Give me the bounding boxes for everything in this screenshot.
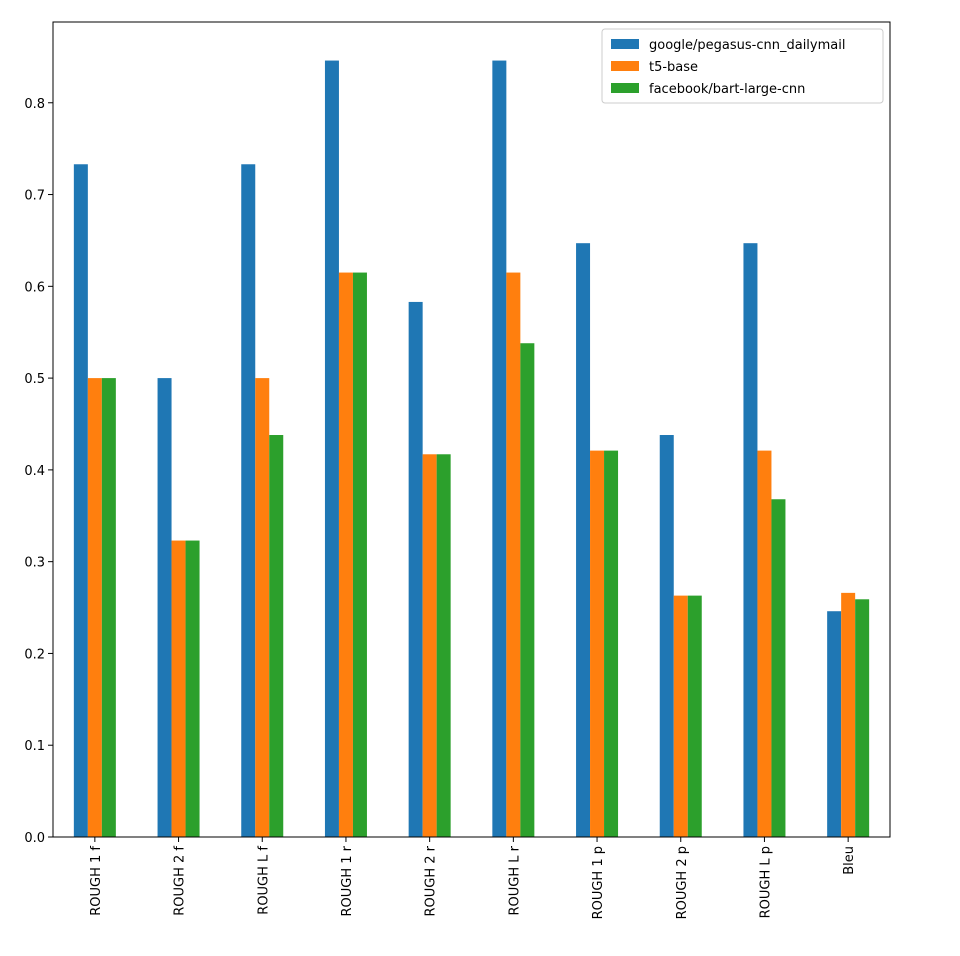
y-tick-label: 0.8 [24,97,45,112]
bar-series1-1 [171,540,186,837]
y-tick-label: 0.7 [24,189,45,204]
x-tick-label: ROUGH 2 p [675,846,690,919]
x-tick-label: ROUGH 2 r [424,845,439,916]
y-tick-label: 0.2 [24,647,45,662]
x-tick-label: ROUGH 2 f [173,846,188,916]
legend-label-0: google/pegasus-cnn_dailymail [649,38,845,53]
bar-series0-1 [157,378,172,837]
bar-series2-4 [436,454,451,837]
bar-series1-7 [673,595,688,837]
bar-series1-5 [506,272,521,837]
x-tick-label: ROUGH L p [758,846,773,918]
bar-series2-5 [520,343,535,837]
bar-series1-4 [422,454,437,837]
bar-series1-9 [841,592,856,837]
bar-series0-5 [492,60,507,838]
bar-series1-6 [590,450,605,837]
bar-series1-0 [87,378,102,837]
plot-frame [52,21,891,838]
legend: google/pegasus-cnn_dailymail t5-base faceb… [601,28,884,104]
y-tick-label: 0.3 [24,556,45,571]
bar-series2-0 [101,378,116,837]
bar-series2-1 [185,540,200,837]
bar-series2-8 [771,499,786,837]
bar-series2-9 [855,599,870,837]
legend-swatch-0 [611,39,639,49]
bar-series0-0 [73,164,88,837]
y-tick-label: 0.5 [24,372,45,387]
x-tick-label: ROUGH 1 r [340,845,355,916]
bar-series0-9 [827,611,842,837]
bar-series1-2 [255,378,270,837]
y-tick-label: 0.0 [24,831,45,846]
x-tick-label: ROUGH 1 f [89,846,104,916]
y-tick-label: 0.4 [24,464,45,479]
bar-series0-6 [576,243,591,837]
y-tick-label: 0.1 [24,739,45,754]
bar-series1-3 [338,272,353,837]
x-tick-label: ROUGH L r [507,845,522,915]
y-axis: 0.0 0.1 0.2 0.3 0.4 0.5 0.6 0.7 0.8 [24,97,53,846]
bar-series2-6 [604,450,619,837]
legend-label-2: facebook/bart-large-cnn [649,82,805,97]
bar-series2-3 [352,272,367,837]
bar-series0-2 [241,164,256,837]
bar-series0-3 [324,60,339,838]
bar-series2-7 [687,595,702,837]
bar-series1-8 [757,450,772,837]
bar-series2-2 [269,435,284,837]
legend-box [601,28,884,104]
x-tick-label: Bleu [842,846,857,875]
bar-series0-8 [743,243,758,837]
legend-swatch-1 [611,61,639,71]
bar-series0-4 [408,301,423,837]
bar-series0-7 [659,435,674,837]
bars-layer [73,60,870,838]
legend-label-1: t5-base [649,60,698,75]
legend-swatch-2 [611,83,639,93]
x-tick-label: ROUGH 1 p [591,846,606,919]
x-axis: ROUGH 1 f ROUGH 2 f ROUGH L f ROUGH 1 r ROUG… [89,837,857,919]
x-tick-label: ROUGH L f [256,846,271,915]
y-tick-label: 0.6 [24,280,45,295]
